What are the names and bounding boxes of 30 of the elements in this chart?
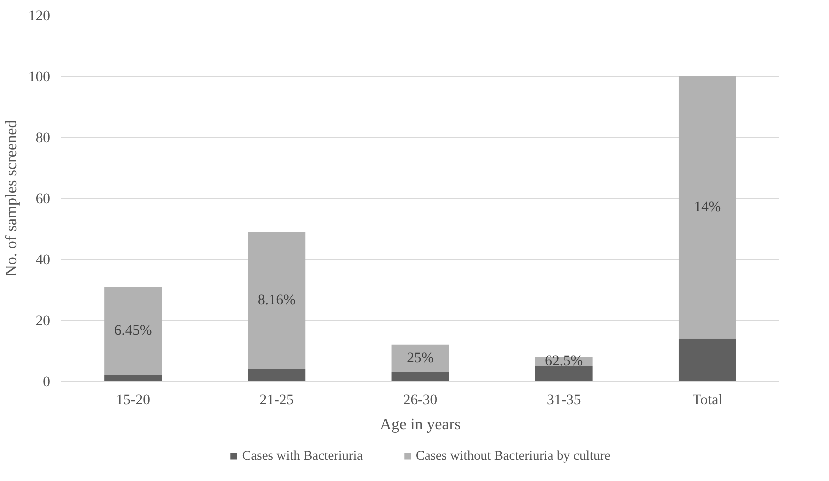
annotation: 8.16% bbox=[258, 292, 296, 309]
bar bbox=[535, 366, 593, 382]
x-tick-label: 31-35 bbox=[547, 392, 582, 408]
x-axis-title: Age in years bbox=[380, 416, 461, 434]
bar bbox=[392, 372, 450, 382]
y-tick-label: 60 bbox=[36, 192, 50, 208]
legend-label: Cases with Bacteriuria bbox=[242, 448, 363, 464]
y-tick-label: 100 bbox=[28, 70, 50, 86]
x-tick-label: 21-25 bbox=[260, 392, 294, 408]
y-tick-label: 40 bbox=[36, 252, 50, 268]
y-tick-label: 0 bbox=[43, 374, 50, 390]
bar bbox=[248, 232, 306, 370]
bar bbox=[678, 76, 736, 339]
annotation: 25% bbox=[407, 350, 434, 367]
y-tick-label: 20 bbox=[36, 314, 50, 330]
bar bbox=[678, 338, 736, 382]
bar bbox=[104, 286, 162, 376]
annotation: 14% bbox=[694, 200, 722, 216]
y-tick-label: 80 bbox=[36, 130, 50, 146]
annotation: 62.5% bbox=[545, 354, 584, 370]
y-tick-label: 120 bbox=[28, 8, 50, 24]
bar bbox=[104, 375, 162, 382]
legend-label: Cases without Bacteriuria by culture bbox=[416, 448, 611, 464]
bar bbox=[248, 369, 306, 382]
x-tick-label: 26-30 bbox=[403, 392, 438, 408]
x-tick-label: 15-20 bbox=[116, 392, 150, 408]
y-axis-title: No. of samples screened bbox=[4, 120, 21, 277]
bar bbox=[392, 344, 450, 372]
annotation: 6.45% bbox=[114, 323, 152, 340]
x-tick-label: Total bbox=[692, 392, 723, 408]
